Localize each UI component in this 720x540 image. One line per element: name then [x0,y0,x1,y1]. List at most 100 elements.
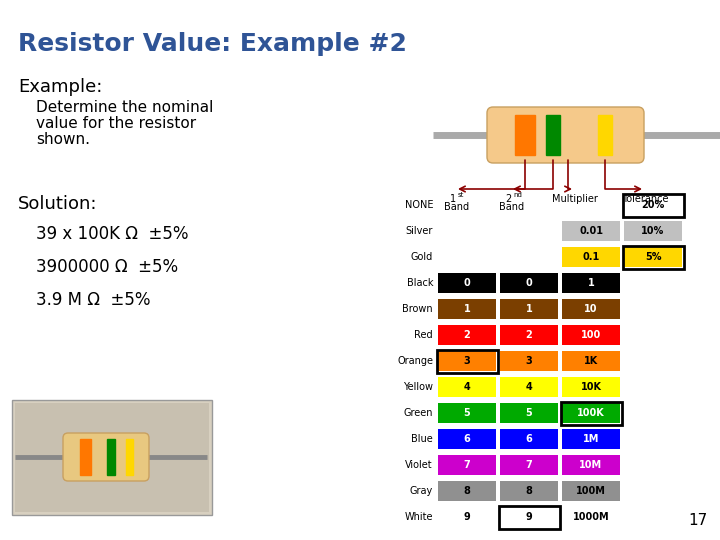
Text: Gold: Gold [410,252,433,262]
Text: 1M: 1M [582,434,599,444]
Bar [12,400,212,515]
Text: 0: 0 [464,278,470,288]
Text: Tolerance: Tolerance [622,194,668,204]
Text: Silver: Silver [405,226,433,236]
Text: 7: 7 [526,460,532,470]
Bar [498,505,559,529]
Text: Orange: Orange [397,356,433,366]
Text: Black: Black [407,278,433,288]
Text: Yellow: Yellow [403,382,433,392]
Bar [562,455,620,475]
Text: 0: 0 [526,278,532,288]
Bar [500,299,558,319]
Bar [500,273,558,293]
Text: 4: 4 [526,382,532,392]
Bar [562,481,620,501]
Text: Gray: Gray [410,486,433,496]
Bar [562,299,620,319]
Bar [624,195,682,215]
Bar [438,403,496,423]
Text: 1K: 1K [584,356,598,366]
Text: 2: 2 [526,330,532,340]
Bar [515,115,535,155]
Text: 8: 8 [526,486,532,496]
Text: 10M: 10M [580,460,603,470]
Bar [562,403,620,423]
FancyBboxPatch shape [487,107,644,163]
Text: Red: Red [415,330,433,340]
Text: 20%: 20% [642,200,665,210]
Bar [562,429,620,449]
Text: Band: Band [444,202,469,212]
Text: 10%: 10% [642,226,665,236]
Text: Determine the nominal: Determine the nominal [36,100,213,115]
Bar [80,439,91,475]
Text: 9: 9 [526,512,532,522]
Text: Example:: Example: [18,78,102,96]
Text: 1: 1 [464,304,470,314]
Text: 4: 4 [464,382,470,392]
Text: Solution:: Solution: [18,195,97,213]
Text: 8: 8 [464,486,470,496]
Text: 3.9 M Ω  ±5%: 3.9 M Ω ±5% [36,291,150,309]
Bar [562,273,620,293]
Text: 17: 17 [689,513,708,528]
Bar [500,377,558,397]
Text: NONE: NONE [405,200,433,210]
Bar [562,351,620,371]
Bar [562,247,620,267]
Bar [438,299,496,319]
Text: 1000M: 1000M [572,512,609,522]
Text: Band: Band [500,202,525,212]
Bar [500,351,558,371]
Bar [107,439,115,475]
Text: 0.01: 0.01 [579,226,603,236]
FancyBboxPatch shape [63,433,149,481]
Text: 5: 5 [526,408,532,418]
Text: 10: 10 [584,304,598,314]
Bar [438,481,496,501]
Bar [500,403,558,423]
Bar [623,193,683,217]
Text: 6: 6 [526,434,532,444]
Bar [438,273,496,293]
Text: st: st [458,192,464,198]
Bar [562,507,620,527]
Text: 1: 1 [588,278,595,288]
Bar [500,481,558,501]
Text: Violet: Violet [405,460,433,470]
Bar [624,247,682,267]
Text: 100: 100 [581,330,601,340]
Text: 9: 9 [464,512,470,522]
Text: 6: 6 [464,434,470,444]
Bar [438,377,496,397]
Bar [562,221,620,241]
Text: 3: 3 [526,356,532,366]
Bar [546,115,560,155]
Text: White: White [405,512,433,522]
Text: 2: 2 [464,330,470,340]
Text: 1: 1 [450,194,456,204]
Bar [438,351,496,371]
Text: Resistor Value: Example #2: Resistor Value: Example #2 [18,32,407,56]
Bar [438,455,496,475]
Bar [438,507,496,527]
Bar [560,402,621,424]
Text: 2: 2 [505,194,511,204]
Bar [500,325,558,345]
Bar [598,115,612,155]
Bar [500,455,558,475]
Text: value for the resistor: value for the resistor [36,116,196,131]
Bar [126,439,133,475]
Text: Blue: Blue [411,434,433,444]
Text: 5: 5 [464,408,470,418]
Text: 1: 1 [526,304,532,314]
Bar [436,349,498,373]
Text: 3900000 Ω  ±5%: 3900000 Ω ±5% [36,258,178,276]
Bar [438,429,496,449]
Bar [562,377,620,397]
Text: 100M: 100M [576,486,606,496]
Text: 39 x 100K Ω  ±5%: 39 x 100K Ω ±5% [36,225,189,243]
Text: 0.1: 0.1 [582,252,600,262]
Bar [624,221,682,241]
